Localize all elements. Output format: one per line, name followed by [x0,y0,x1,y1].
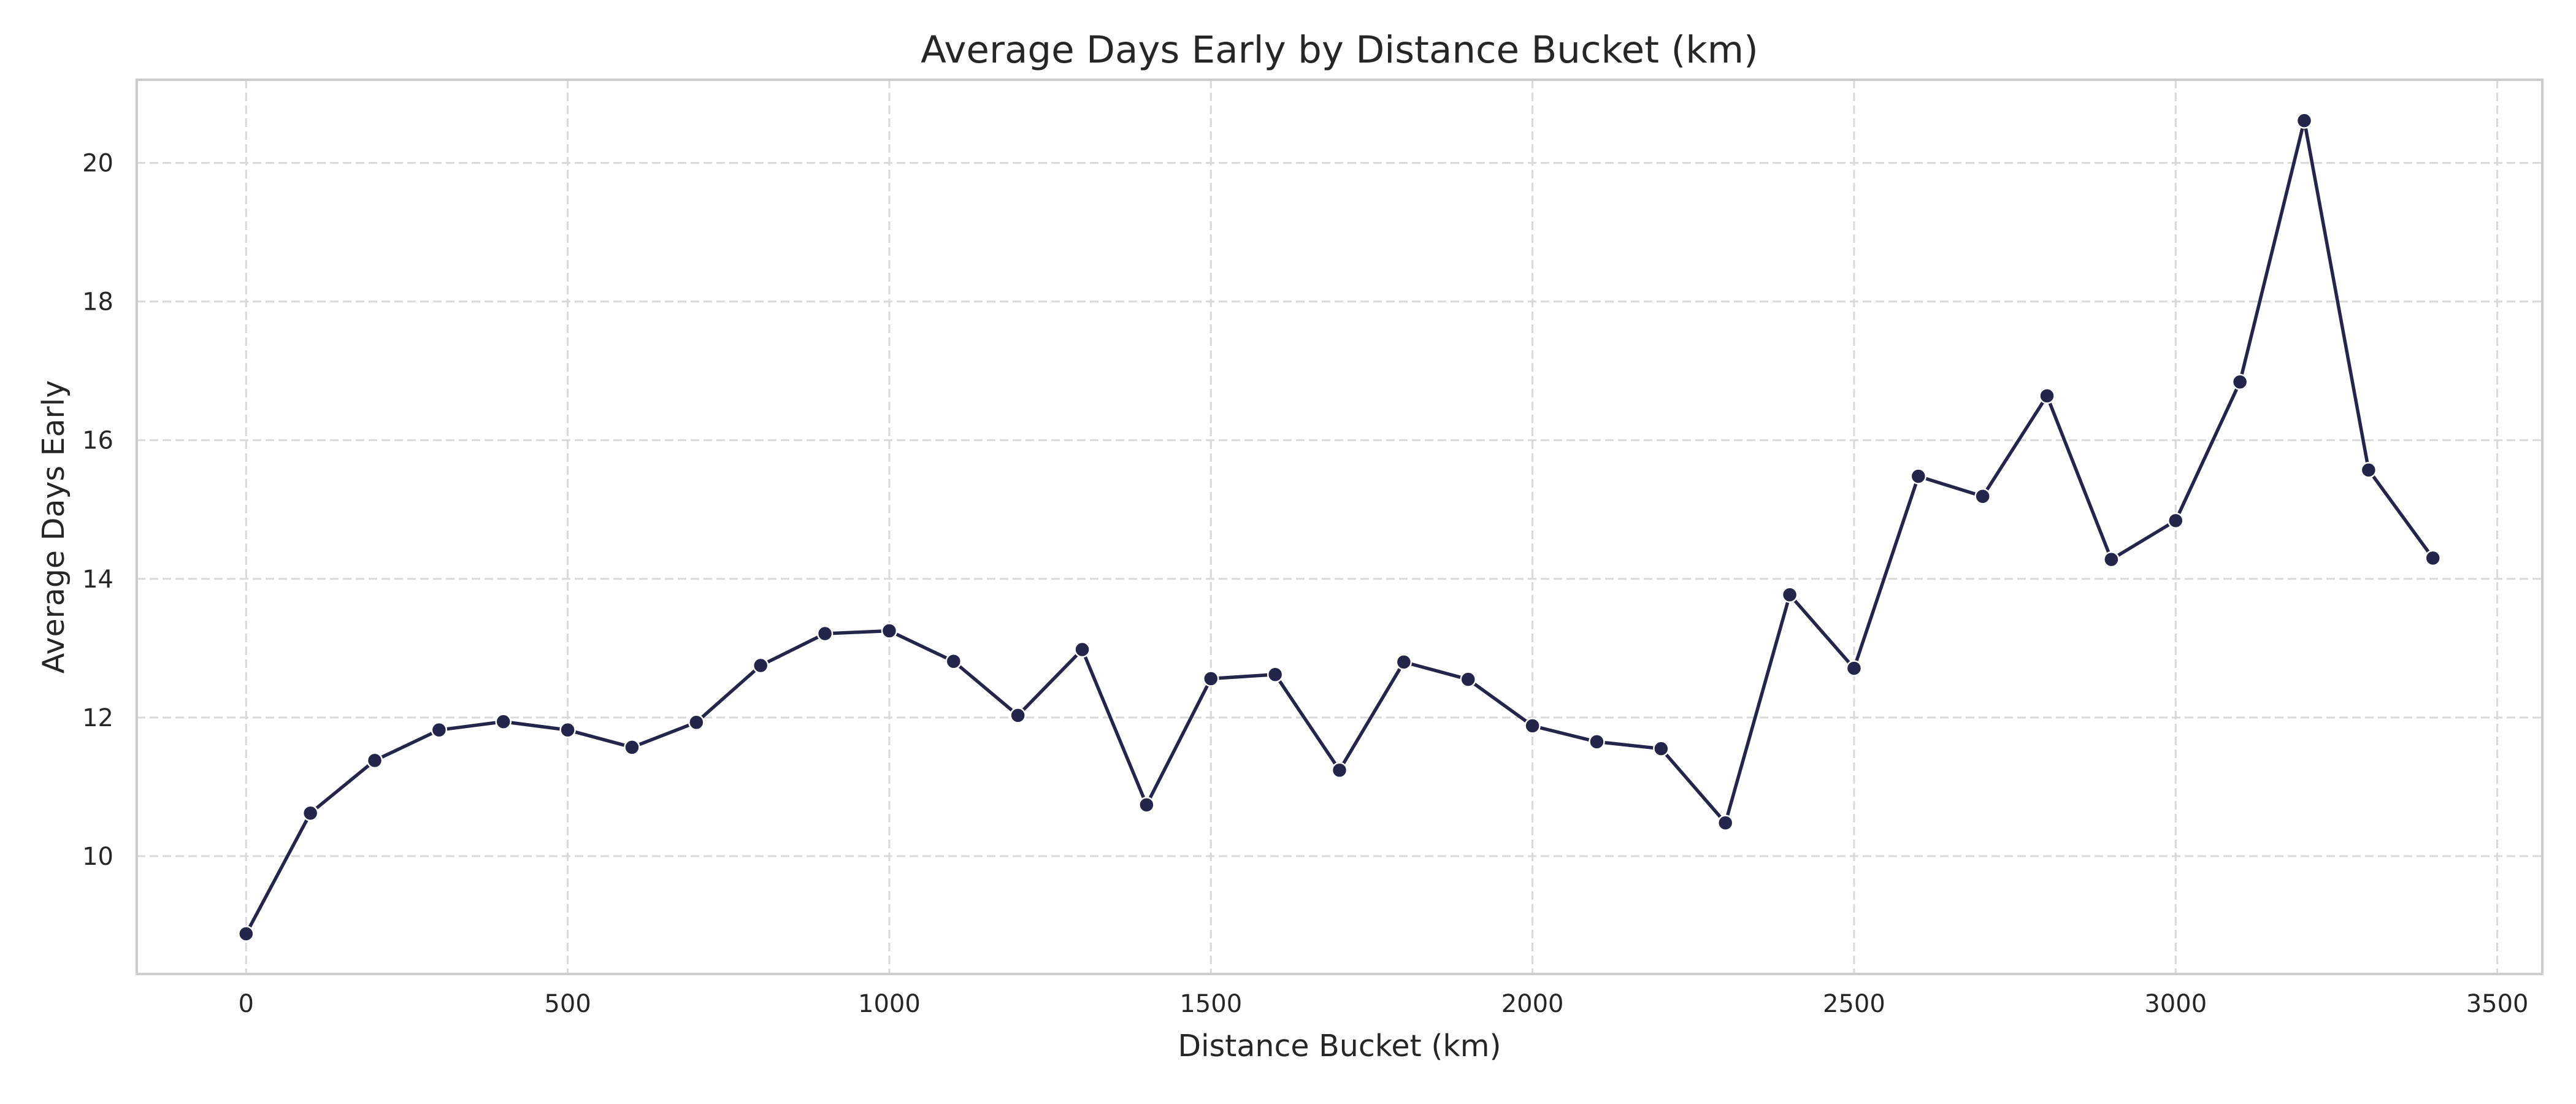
data-point [1074,641,1091,658]
y-tick-label: 20 [82,150,113,178]
data-series [238,112,2441,942]
x-tick-label: 3000 [2144,990,2207,1018]
data-point [1653,740,1669,757]
y-tick-label: 10 [82,843,113,871]
y-tick-label: 14 [82,565,113,594]
data-point [1974,488,1991,505]
x-tick-label: 0 [239,990,254,1018]
x-tick-label: 2500 [1823,990,1885,1018]
data-point [1331,762,1348,778]
data-point [2231,374,2248,391]
data-point [366,752,383,769]
data-point [302,805,319,822]
y-tick-label: 16 [82,427,113,455]
data-point [1524,718,1541,734]
x-tick-label: 3500 [2466,990,2529,1018]
data-point [2360,462,2377,478]
data-point [1395,654,1413,670]
chart-title: Average Days Early by Distance Bucket (k… [921,28,1758,72]
data-point [1781,586,1798,604]
x-tick-label: 1500 [1179,990,1242,1018]
data-point [1717,815,1734,831]
x-axis-label: Distance Bucket (km) [1178,1029,1501,1064]
data-point [1267,666,1284,683]
data-point [816,625,834,642]
y-tick-label: 12 [82,704,113,732]
data-point [624,739,640,756]
y-axis-ticks: 10 12 14 16 18 20 [82,150,113,871]
data-point [431,721,448,738]
data-point [2296,112,2313,129]
data-point [1589,734,1605,750]
data-point [495,713,512,730]
data-point [1910,468,1927,485]
data-point [688,714,705,730]
data-point [2103,551,2120,568]
data-point [752,657,769,674]
x-tick-label: 2000 [1501,990,1564,1018]
plot-frame [136,79,2543,975]
data-point [1010,707,1026,724]
grid [137,80,2542,974]
y-tick-label: 18 [82,288,113,316]
data-point [1203,670,1219,687]
data-point [238,926,255,942]
data-point [2168,512,2184,529]
y-axis-label: Average Days Early [36,380,71,673]
data-point [1460,671,1476,688]
x-axis-ticks: 0 500 1000 1500 2000 2500 3000 3500 [239,990,2529,1018]
data-point [559,721,576,738]
data-point [1846,660,1863,677]
data-point [1138,796,1155,813]
x-tick-label: 500 [544,990,591,1018]
data-point [945,653,962,670]
x-tick-label: 1000 [858,990,921,1018]
data-point [2425,550,2441,567]
data-point [2039,388,2055,404]
data-point [881,623,898,639]
